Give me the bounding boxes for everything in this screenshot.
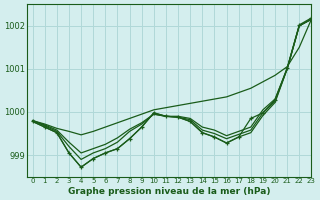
X-axis label: Graphe pression niveau de la mer (hPa): Graphe pression niveau de la mer (hPa) bbox=[68, 187, 270, 196]
